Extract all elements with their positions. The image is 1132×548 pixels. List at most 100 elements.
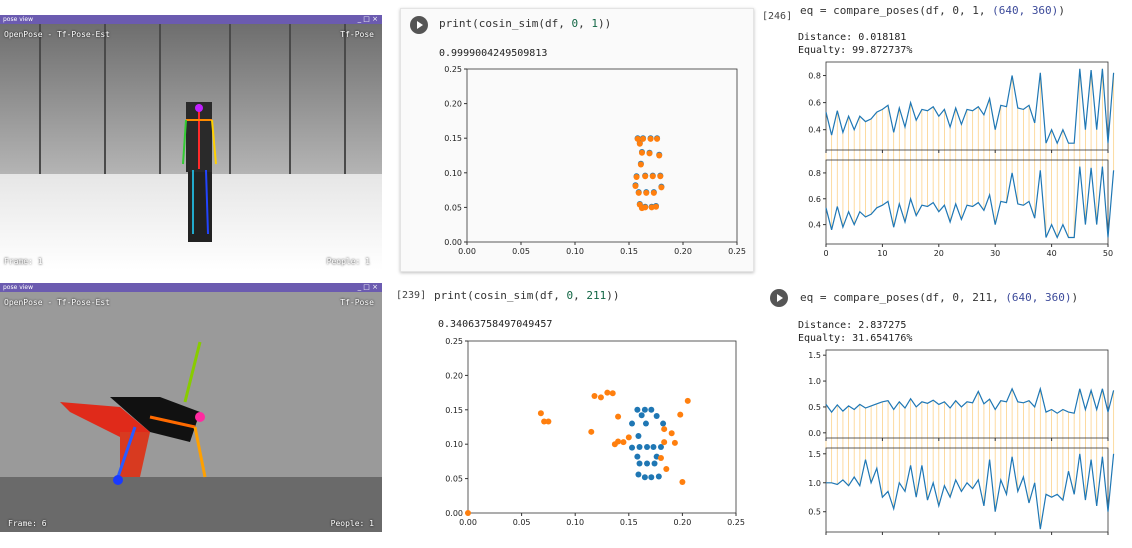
video-frame-dancing: OpenPose - Tf-Pose-Est Tf-Pose Frame: 6 … (0, 292, 382, 532)
y-tick-label: 1.0 (808, 377, 821, 386)
plot-frame (467, 340, 737, 514)
code-line[interactable]: print(cosin_sim(df, 0, 1)) (439, 17, 611, 30)
video-frame-standing: OpenPose - Tf-Pose-Est Tf-Pose Frame: 1 … (0, 24, 382, 270)
people-counter: People: 1 (330, 519, 374, 528)
scatter-point (597, 394, 604, 401)
scatter-point (629, 444, 636, 451)
y-tick-label: 0.25 (445, 337, 463, 346)
scatter-point (644, 443, 651, 450)
run-cell-button[interactable] (410, 16, 428, 34)
code-line[interactable]: eq = compare_poses(df, 0, 1, (640, 360)) (800, 4, 1065, 17)
scatter-point (660, 420, 667, 427)
code-sep: , (578, 17, 592, 30)
scatter-point (634, 135, 641, 142)
scatter-point (677, 411, 684, 418)
plot-frame (466, 68, 738, 243)
code-args: 0, 1, (952, 4, 993, 17)
series-line (825, 68, 1115, 145)
x-tick-label: 0.05 (513, 518, 531, 527)
scatter-point (537, 410, 544, 417)
y-tick-label: 0.05 (444, 203, 462, 212)
notebook-cell-cosine-1: print(cosin_sim(df, 0, 1)) 0.99990042495… (400, 8, 754, 272)
scatter-point (634, 406, 641, 413)
scatter-point (620, 439, 627, 446)
code-line[interactable]: print(cosin_sim(df, 0, 211)) (434, 289, 619, 302)
y-tick-label: 0.05 (445, 475, 463, 484)
cell-output: 0.9999004249509813 (439, 48, 548, 59)
pose-compare-chart-different: 0.0 0.5 1.0 1.5 0.5 1.0 1.5 (808, 349, 1115, 535)
overlay-top-left: OpenPose - Tf-Pose-Est (4, 30, 110, 39)
scatter-point (633, 173, 640, 180)
scatter-point (642, 173, 649, 180)
code-sep: , (573, 289, 587, 302)
scatter-point (653, 412, 660, 419)
scatter-point (465, 510, 471, 516)
scatter-point (671, 439, 678, 446)
window-title: pose view (3, 16, 34, 23)
x-tick-label: 0.20 (674, 247, 692, 256)
scatter-point (641, 406, 648, 413)
scatter-point (635, 471, 642, 478)
scatter-point (663, 465, 670, 472)
scatter-point (640, 135, 647, 142)
x-tick-label: 0.20 (673, 518, 691, 527)
video-frame-image (0, 24, 382, 270)
code-line[interactable]: eq = compare_poses(df, 0, 211, (640, 360… (800, 291, 1078, 304)
distance-output: Distance: 2.837275 (798, 320, 907, 331)
link-lines (825, 68, 1115, 238)
x-tick-label: 0.00 (459, 518, 477, 527)
scatter-point (646, 150, 653, 157)
panel-frame (825, 61, 1109, 151)
y-tick-label: 0.5 (808, 508, 821, 517)
scatter-point (658, 184, 665, 191)
frame-counter: Frame: 1 (4, 257, 43, 266)
code-suffix: )) (597, 17, 612, 30)
window-controls[interactable]: _ □ × (357, 15, 378, 23)
x-tick-label: 40 (1047, 249, 1057, 258)
code-args: 0, 211, (952, 291, 1006, 304)
scatter-point (679, 479, 686, 486)
scatter-point (661, 426, 668, 433)
y-tick-label: 0.00 (445, 509, 463, 518)
window-titlebar[interactable]: pose view _ □ × (0, 283, 382, 292)
x-tick-label: 0 (823, 249, 828, 258)
overlay-top-right: Tf-Pose (340, 298, 374, 307)
scatter-point (615, 413, 622, 420)
scatter-point (650, 443, 657, 450)
equality-output: Equalty: 99.872737% (798, 45, 913, 56)
scatter-point (635, 432, 642, 439)
scatter-point (650, 189, 657, 196)
code-suffix: ) (1058, 4, 1065, 17)
x-tick-label: 0.15 (620, 247, 638, 256)
y-tick-label: 0.15 (444, 134, 462, 143)
scatter-point (648, 474, 655, 481)
scatter-point (635, 189, 642, 196)
window-titlebar[interactable]: pose view _ □ × (0, 15, 382, 24)
people-counter: People: 1 (326, 257, 370, 266)
link-lines (825, 388, 1115, 530)
equality-output: Equalty: 31.654176% (798, 333, 913, 344)
distance-output: Distance: 0.018181 (798, 32, 907, 43)
y-tick-label: 0.00 (444, 238, 462, 247)
scatter-point (656, 152, 663, 159)
notebook-cell-cosine-211: [239] print(cosin_sim(df, 0, 211)) 0.340… (396, 283, 756, 535)
scatter-point (636, 460, 643, 467)
scatter-point (611, 441, 618, 448)
run-cell-button[interactable] (770, 289, 788, 307)
x-tick-label: 0.25 (727, 518, 745, 527)
cell-execution-count: [239] (396, 290, 427, 301)
scatter-point (591, 393, 598, 400)
scatter-point (651, 460, 658, 467)
code-arg: 0 (571, 17, 579, 30)
x-tick-label: 0.10 (566, 247, 584, 256)
panel-frame (825, 349, 1109, 439)
scatter-point (649, 173, 656, 180)
window-controls[interactable]: _ □ × (357, 283, 378, 291)
y-tick-label: 0.4 (808, 126, 821, 135)
scatter-point (647, 135, 654, 142)
series-line (826, 453, 1115, 530)
y-tick-label: 0.25 (444, 65, 462, 74)
code-arg: 1 (591, 17, 598, 30)
cell-execution-count: [246] (762, 11, 793, 22)
y-tick-label: 0.0 (808, 429, 821, 438)
